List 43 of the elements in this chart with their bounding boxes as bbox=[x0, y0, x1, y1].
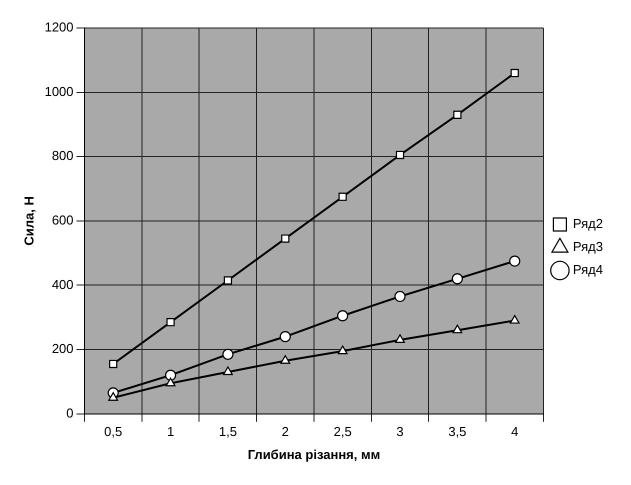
y-tick-label: 1000 bbox=[44, 84, 74, 99]
point bbox=[338, 192, 347, 201]
x-tick-label: 0,5 bbox=[104, 424, 122, 440]
point bbox=[510, 314, 520, 324]
point bbox=[453, 110, 462, 119]
y-tick-label: 0 bbox=[66, 405, 74, 420]
x-tick-label: 3,5 bbox=[448, 424, 466, 440]
x-tick-label: 2 bbox=[282, 424, 289, 440]
y-tick-label: 800 bbox=[52, 148, 74, 164]
legend-label: Ряд2 bbox=[572, 216, 604, 232]
point bbox=[224, 276, 232, 285]
point bbox=[394, 290, 406, 302]
point bbox=[166, 318, 175, 326]
point bbox=[166, 378, 176, 386]
x-tick-label: 1,5 bbox=[218, 424, 237, 440]
point bbox=[396, 150, 404, 160]
point bbox=[281, 234, 290, 243]
x-tick-label: 2,5 bbox=[334, 424, 352, 440]
point bbox=[164, 370, 176, 381]
point bbox=[338, 346, 348, 354]
legend-label: Ряд3 bbox=[572, 239, 604, 254]
point bbox=[222, 348, 234, 360]
y-tick-label: 600 bbox=[52, 212, 74, 228]
x-tick-label: 3 bbox=[396, 424, 404, 440]
legend-label: Ряд4 bbox=[572, 262, 604, 278]
y-axis-title: Сила, Н bbox=[21, 196, 36, 246]
y-tick-label: 200 bbox=[52, 341, 74, 356]
x-tick-label: 1 bbox=[166, 424, 174, 440]
point bbox=[280, 355, 290, 364]
point bbox=[510, 68, 519, 78]
point bbox=[395, 334, 405, 343]
x-tick-label: 4 bbox=[511, 424, 518, 440]
point bbox=[452, 273, 463, 284]
point bbox=[509, 255, 520, 267]
y-tick-label: 1200 bbox=[44, 20, 74, 35]
point bbox=[280, 331, 291, 342]
y-tick-label: 400 bbox=[52, 276, 74, 292]
point bbox=[452, 324, 462, 334]
x-axis-title: Глибина різання, мм bbox=[248, 446, 380, 462]
point bbox=[109, 360, 118, 368]
point bbox=[337, 310, 348, 322]
point bbox=[222, 366, 233, 376]
point bbox=[108, 392, 118, 401]
